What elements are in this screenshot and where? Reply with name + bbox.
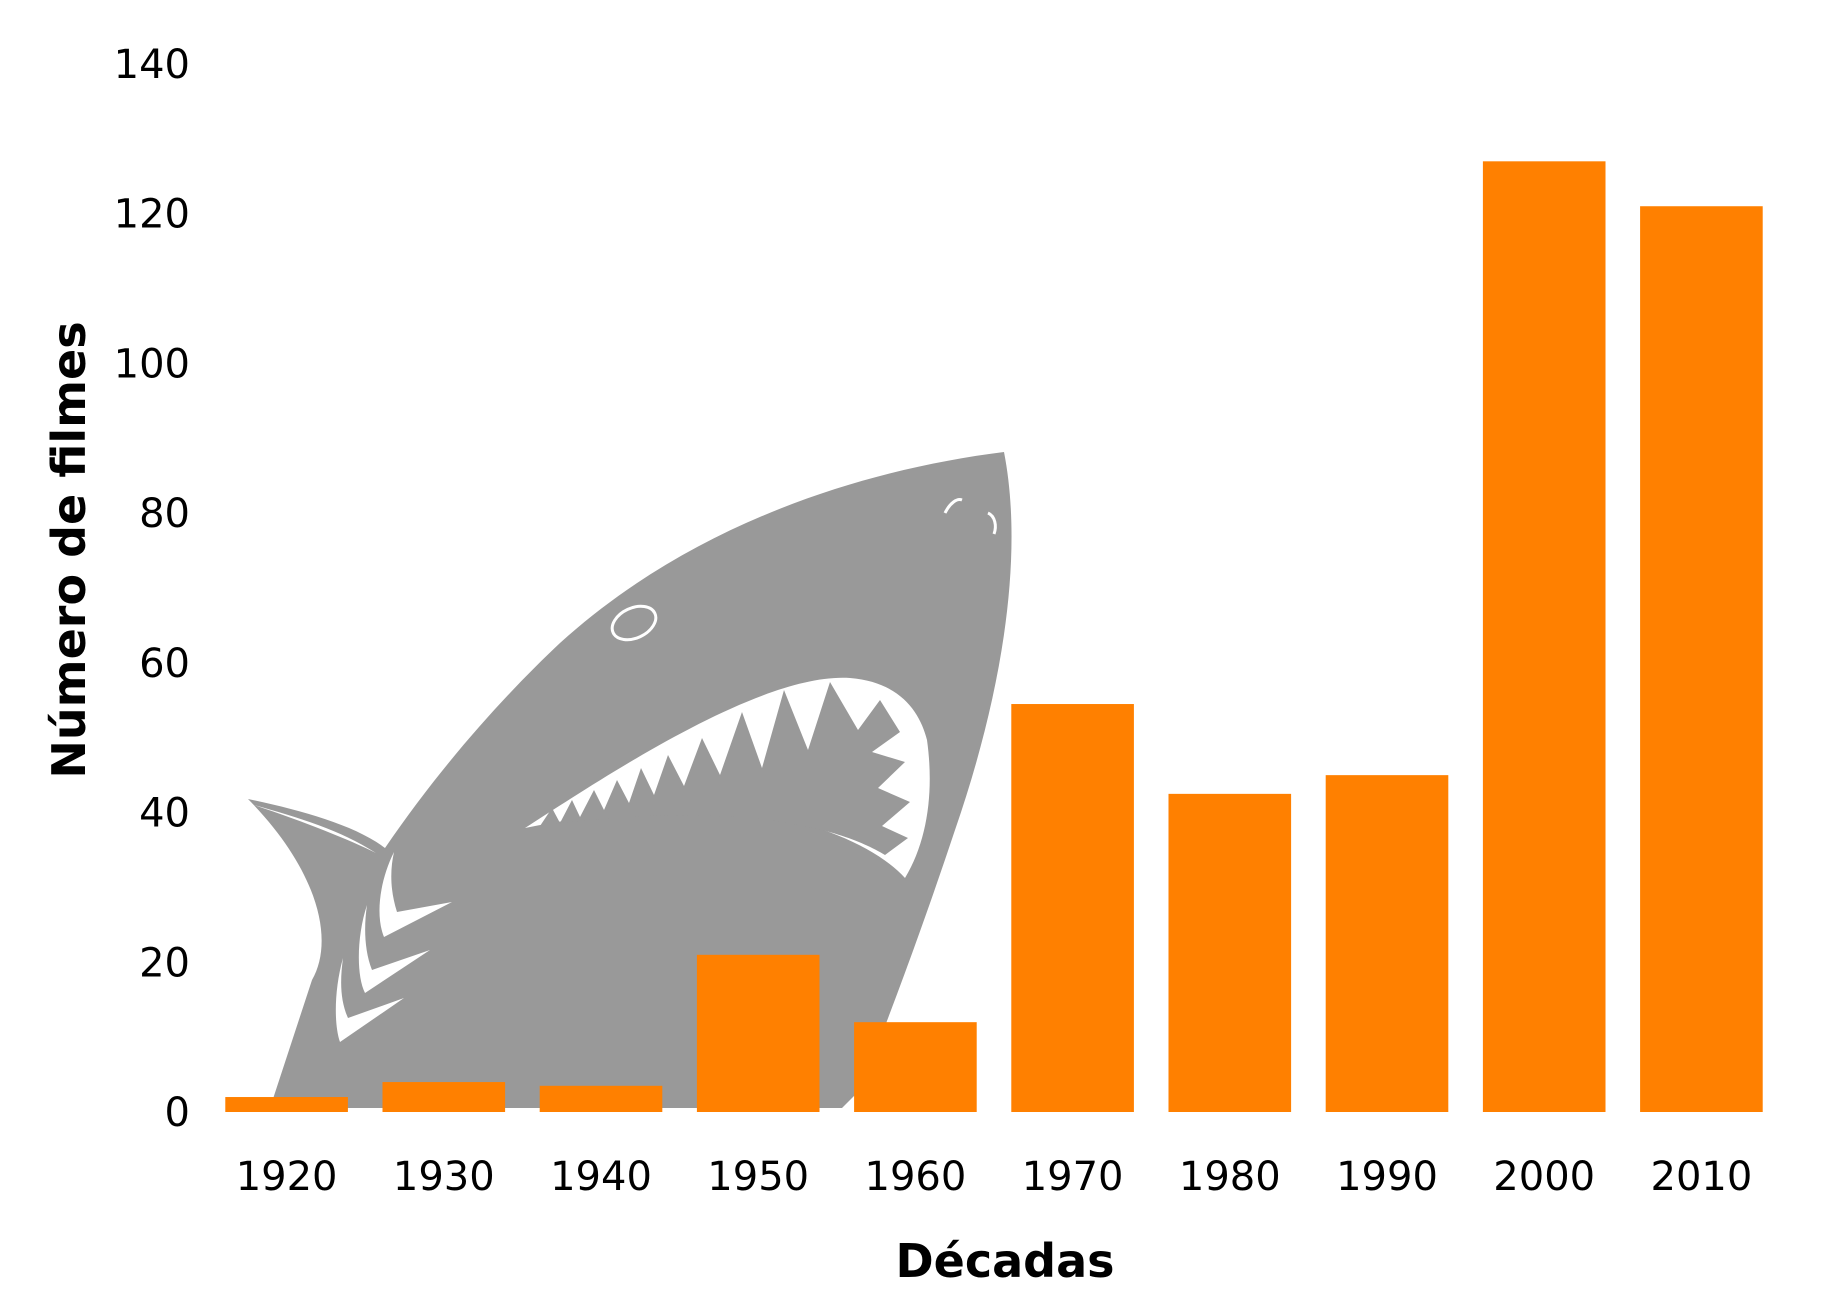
bar-1970 [1011, 704, 1134, 1112]
x-tick-label: 1940 [550, 1154, 652, 1200]
bar-1950 [696, 954, 820, 1112]
x-tick-label: 1920 [236, 1154, 338, 1200]
y-tick-label: 80 [139, 491, 190, 537]
y-tick-label: 60 [139, 641, 190, 687]
y-tick-label: 40 [139, 791, 190, 837]
y-axis-title: Número de filmes [42, 321, 96, 778]
shark-icon [248, 452, 1012, 1108]
y-tick-label: 140 [114, 42, 190, 88]
y-tick-label: 20 [139, 940, 190, 986]
x-axis-title: Décadas [895, 1234, 1114, 1288]
x-tick-label: 1990 [1336, 1154, 1438, 1200]
x-tick-label: 1970 [1022, 1154, 1124, 1200]
bar-1940 [539, 1085, 663, 1112]
bar-1920 [225, 1097, 348, 1112]
x-tick-label: 1930 [393, 1154, 495, 1200]
x-tick-label: 1980 [1179, 1154, 1281, 1200]
y-tick-label: 120 [114, 192, 190, 238]
bar-1980 [1168, 793, 1292, 1112]
bar-2010 [1640, 206, 1763, 1112]
y-tick-label: 100 [114, 341, 190, 387]
y-tick-label: 0 [165, 1090, 190, 1136]
bar-1960 [854, 1022, 977, 1112]
x-tick-label: 2000 [1493, 1154, 1595, 1200]
bar-1990 [1325, 775, 1449, 1112]
bar-2000 [1482, 161, 1606, 1113]
x-tick-label: 2010 [1651, 1154, 1753, 1200]
bar-1930 [382, 1082, 506, 1112]
x-tick-label: 1960 [865, 1154, 967, 1200]
x-tick-label: 1950 [707, 1154, 809, 1200]
